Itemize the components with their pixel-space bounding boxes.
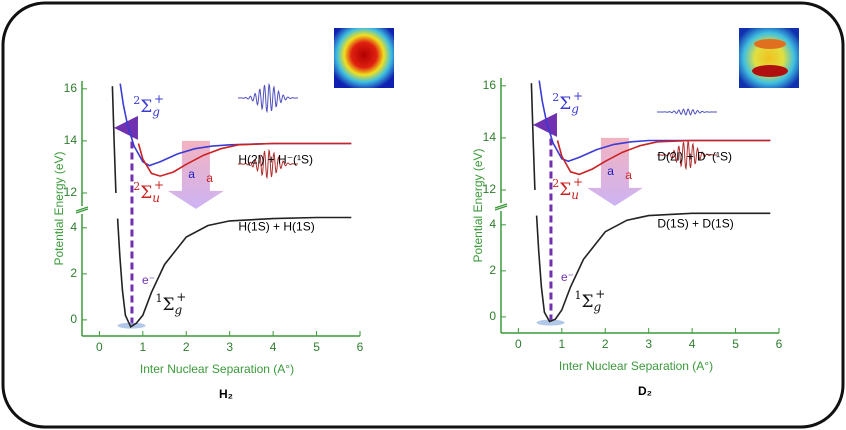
x-tick-label: 0	[515, 337, 522, 351]
state-label-pre: 2	[552, 177, 559, 190]
state-label-pre: 1	[156, 292, 163, 305]
state-label-sub: g	[594, 300, 602, 314]
panel-label: D₂	[638, 384, 652, 398]
state-label-sup: +	[154, 177, 164, 191]
wave-packet	[657, 109, 717, 115]
y-tick-label: 2	[489, 263, 496, 277]
x-axis-label: Inter Nuclear Separation (A°)	[559, 359, 713, 373]
y-axis-label: Potential Energy (eV)	[52, 151, 66, 265]
x-tick-label: 2	[602, 337, 609, 351]
x-tick-label: 3	[645, 337, 652, 351]
electron-label: e⁻	[561, 270, 574, 284]
state-label-symbol: Σ	[140, 182, 152, 202]
state-label-pre: 2	[133, 94, 140, 107]
state-label-pre: 2	[552, 91, 559, 104]
state-label: 2Σu+	[552, 174, 583, 201]
inset-spot	[754, 39, 786, 49]
state-label-sub: u	[152, 190, 160, 204]
panel-label: H₂	[219, 387, 233, 401]
x-tick-label: 4	[270, 340, 277, 354]
state-label-sup: +	[573, 174, 583, 188]
state-label: 1Σg+	[156, 290, 187, 317]
state-label: 2Σg+	[133, 92, 164, 119]
inset-image	[334, 28, 394, 88]
x-tick-label: 6	[357, 340, 364, 354]
x-tick-label: 1	[558, 337, 565, 351]
state-label-symbol: Σ	[163, 295, 175, 315]
y-tick-label: 0	[489, 309, 496, 323]
state-label-sub: g	[175, 303, 183, 317]
state-label-symbol: Σ	[140, 97, 152, 117]
y-axis-label: Potential Energy (eV)	[471, 148, 485, 262]
y-tick-label: 2	[70, 266, 77, 280]
y-tick-label: 14	[483, 130, 497, 144]
wave-packet	[238, 85, 298, 112]
state-label-symbol: Σ	[582, 292, 594, 312]
state-label-sup: +	[154, 92, 164, 106]
mark-label: a	[607, 164, 614, 178]
asymptote-label: D(1S) + D(1S)	[657, 217, 733, 231]
x-tick-label: 5	[732, 337, 739, 351]
state-label-sub: g	[152, 105, 160, 119]
state-label-sub: u	[571, 187, 579, 201]
mark-label: a	[625, 168, 632, 182]
x-tick-label: 2	[183, 340, 190, 354]
mark-label: a	[206, 171, 213, 185]
state-label: 1Σg+	[575, 287, 606, 314]
asymptote-label: H(2l) + H⁻(¹S)	[238, 153, 313, 167]
x-tick-label: 0	[96, 340, 103, 354]
curve	[112, 86, 351, 327]
x-tick-label: 3	[226, 340, 233, 354]
asymptote-label: D(2l) + D⁻(¹S)	[657, 150, 732, 164]
x-tick-label: 5	[313, 340, 320, 354]
inset-image	[739, 28, 799, 88]
electron-label: e⁻	[142, 273, 155, 287]
curve	[531, 83, 770, 321]
state-label-sup: +	[595, 287, 605, 301]
x-tick-label: 1	[139, 340, 146, 354]
y-tick-label: 0	[70, 312, 77, 326]
state-label: 2Σg+	[552, 89, 583, 116]
state-label-symbol: Σ	[559, 94, 571, 114]
asymptote-label: H(1S) + H(1S)	[238, 220, 314, 234]
y-tick-label: 16	[483, 78, 497, 92]
frame	[3, 3, 843, 427]
state-label-sup: +	[573, 89, 583, 103]
x-tick-label: 4	[689, 337, 696, 351]
y-tick-label: 4	[70, 220, 77, 234]
state-label-symbol: Σ	[559, 179, 571, 199]
y-tick-label: 14	[64, 133, 78, 147]
y-tick-label: 4	[489, 217, 496, 231]
x-tick-label: 6	[776, 337, 783, 351]
state-label-sup: +	[176, 290, 186, 304]
mark-label: a	[188, 167, 195, 181]
state-label-pre: 1	[575, 289, 582, 302]
state-label-sub: g	[571, 102, 579, 116]
figure: 0241214160123456Potential Energy (eV)Int…	[0, 0, 846, 430]
x-axis-label: Inter Nuclear Separation (A°)	[140, 362, 294, 376]
state-label: 2Σu+	[133, 177, 164, 204]
y-tick-label: 16	[64, 81, 78, 95]
state-label-pre: 2	[133, 180, 140, 193]
inset-spot	[752, 65, 788, 77]
